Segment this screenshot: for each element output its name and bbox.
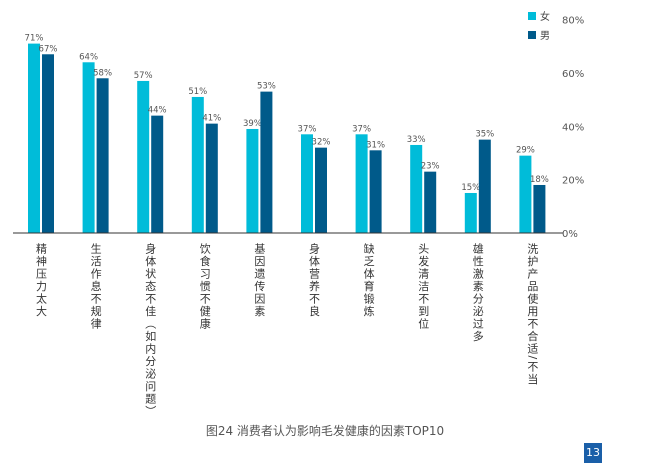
value-label: 53% bbox=[257, 82, 276, 92]
category-label: 身体营养不良 bbox=[308, 242, 321, 318]
legend-label: 男 bbox=[540, 30, 550, 42]
value-label: 39% bbox=[243, 119, 262, 129]
bar-male bbox=[533, 184, 546, 233]
bar-female bbox=[137, 80, 150, 233]
bar-chart: 71%67% 精神压力太大 64% 58% 生活作息不规律 57% 44% 身体状态不佳（如内… bbox=[13, 10, 584, 418]
bar-female bbox=[301, 134, 313, 233]
legend-label: 女 bbox=[540, 10, 550, 23]
value-label: 29% bbox=[516, 146, 535, 156]
value-label: 51% bbox=[188, 87, 207, 97]
bar-male bbox=[260, 91, 273, 233]
value-label: 37% bbox=[298, 124, 317, 134]
y-tick-label: 0% bbox=[562, 229, 578, 240]
value-label: 44% bbox=[148, 106, 167, 116]
value-label: 37% bbox=[352, 124, 371, 134]
bar-female bbox=[191, 96, 204, 234]
bar-female bbox=[246, 128, 259, 233]
value-label: 67% bbox=[39, 44, 58, 54]
value-label: 15% bbox=[461, 183, 480, 193]
bar-male bbox=[205, 123, 218, 233]
value-label: 58% bbox=[93, 68, 112, 78]
page-number: 13 bbox=[584, 443, 602, 463]
bar-male bbox=[151, 115, 164, 233]
category-label: 饮食习惯不健康 bbox=[198, 243, 211, 331]
category-label: 头发清洁不到位 bbox=[417, 243, 430, 331]
bar-male bbox=[478, 139, 491, 233]
category-label: 缺乏体育锻炼 bbox=[362, 242, 375, 318]
bar-female bbox=[410, 144, 423, 233]
bar-male bbox=[96, 78, 109, 233]
bar-male bbox=[424, 171, 437, 233]
bar-female bbox=[464, 192, 477, 233]
value-label: 64% bbox=[79, 52, 98, 62]
value-label: 57% bbox=[134, 71, 153, 81]
value-label: 31% bbox=[366, 140, 385, 150]
bar-male bbox=[42, 54, 54, 234]
bar-female bbox=[28, 43, 40, 233]
value-label: 33% bbox=[407, 135, 426, 145]
bar-male bbox=[369, 150, 382, 233]
value-label: 18% bbox=[530, 175, 549, 185]
category-label: 生活作息不规律 bbox=[89, 242, 102, 331]
value-label: 32% bbox=[312, 138, 331, 148]
category-label: 身体状态不佳（如内分泌问题） bbox=[144, 242, 157, 418]
chart-caption: 图24 消费者认为影响毛发健康的因素TOP10 bbox=[205, 424, 445, 438]
y-tick-label: 40% bbox=[562, 122, 584, 133]
value-label: 23% bbox=[421, 162, 440, 172]
bar-female bbox=[82, 62, 95, 233]
value-label: 41% bbox=[202, 114, 221, 124]
category-label: 洗护产品使用不合适/不当 bbox=[526, 243, 539, 386]
y-tick-label: 60% bbox=[562, 69, 584, 80]
bar-female bbox=[355, 134, 368, 233]
category-label: 雄性激素分泌过多 bbox=[471, 242, 484, 343]
legend-swatch-female bbox=[528, 12, 536, 20]
y-tick-label: 80% bbox=[562, 16, 584, 27]
category-label: 基因遗传因素 bbox=[253, 243, 266, 318]
bar-male bbox=[315, 147, 327, 233]
value-label: 71% bbox=[25, 34, 44, 44]
category-label: 精神压力太大 bbox=[35, 243, 48, 318]
value-label: 35% bbox=[475, 130, 494, 140]
legend-swatch-male bbox=[528, 31, 536, 39]
bar-female bbox=[519, 155, 532, 233]
y-tick-label: 20% bbox=[562, 176, 584, 187]
